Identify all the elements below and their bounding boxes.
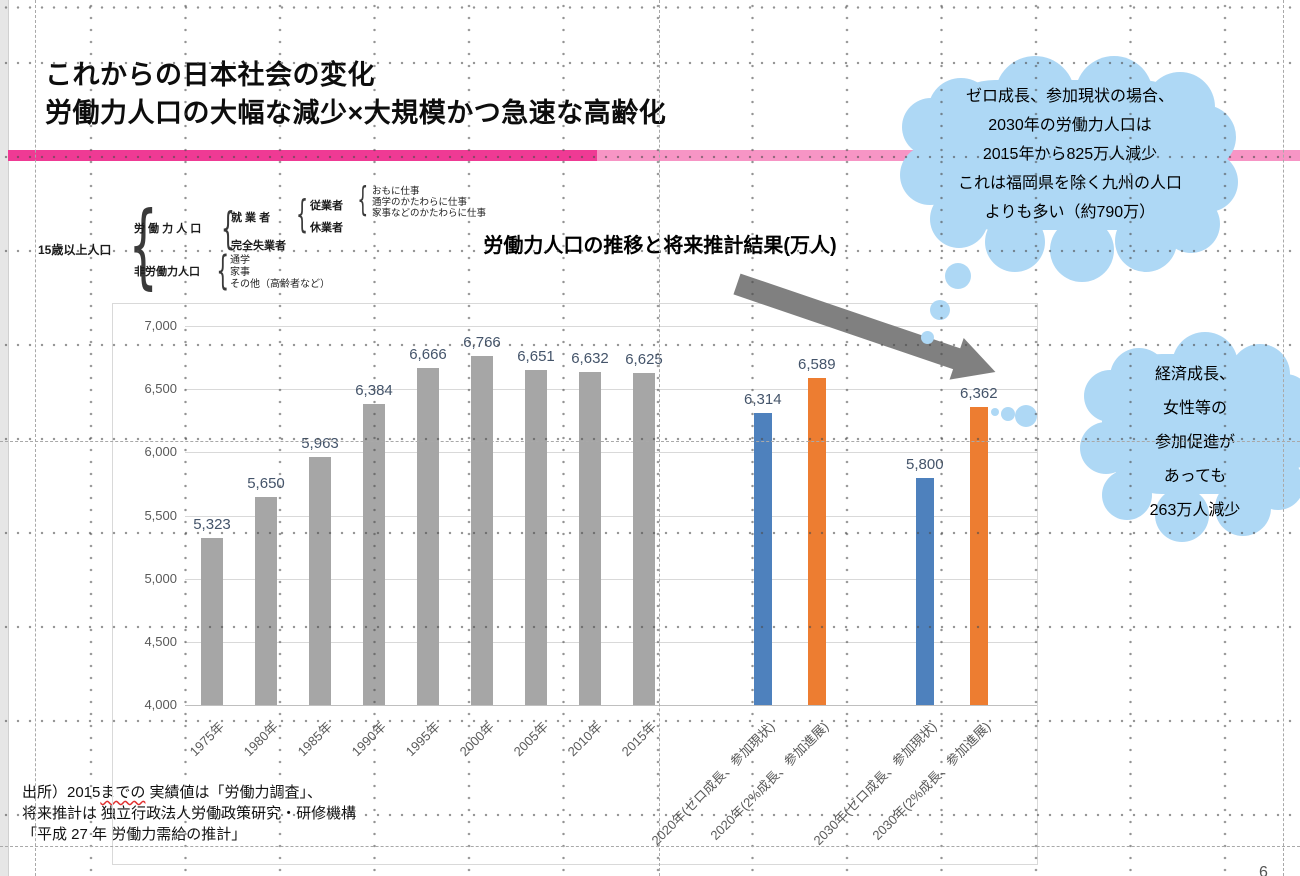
chart-data-label: 6,384	[355, 381, 393, 399]
x-axis-category-label: 2010年	[564, 718, 606, 760]
tree-non-labor-label: 非労働力人口	[134, 266, 200, 278]
tree-root-label: 15歳以上人口	[38, 243, 112, 257]
y-axis-tick-label: 7,000	[144, 318, 177, 333]
cloud-right-text: 経済成長、 女性等の 参加促進が あっても 263万人減少	[1149, 366, 1241, 519]
chart-bar	[633, 373, 655, 705]
chart-bar	[807, 377, 826, 705]
chart-bar	[753, 412, 772, 705]
y-axis-tick-label: 6,000	[144, 444, 177, 460]
x-axis-category-label: 1990年	[348, 718, 390, 760]
chart-bar	[363, 403, 385, 705]
y-axis-tick-label: 5,500	[144, 507, 177, 523]
slide-title-textbox[interactable]: これからの日本社会の変化 労働力人口の大幅な減少×大規模かつ急速な高齢化	[45, 56, 666, 132]
chart-gridline	[185, 389, 1037, 391]
tree-non-labor-brace: {	[216, 248, 230, 294]
cloud-tail-bubble	[921, 331, 934, 344]
y-axis-tick-label: 6,500	[144, 381, 177, 397]
cloud-tail-bubble	[991, 408, 999, 416]
x-axis-category-label: 1980年	[240, 718, 282, 760]
vertical-guide[interactable]	[659, 0, 660, 876]
chart-title: 労働力人口の推移と将来推計結果(万人)	[483, 235, 837, 257]
chart-data-label: 6,589	[798, 355, 836, 373]
accent-bar-dark[interactable]	[8, 150, 597, 161]
powerpoint-grid-dots	[0, 6, 1300, 9]
tree-non-labor-item: その他（高齢者など）	[230, 279, 330, 290]
cloud-tail-bubble	[945, 263, 971, 289]
chart-bar	[417, 368, 439, 705]
horizontal-guide[interactable]	[0, 846, 1300, 847]
tree-labor-force-label: 労 働 力 人 口	[134, 223, 202, 235]
cloud-callout-right[interactable]: 経済成長、 女性等の 参加促進が あっても 263万人減少	[1080, 330, 1300, 545]
tree-worker-brace: {	[357, 180, 369, 220]
x-axis-category-label: 1975年	[186, 718, 228, 760]
chart-data-label: 5,800	[906, 455, 944, 473]
chart-data-label: 5,963	[301, 435, 339, 452]
tree-employed-brace: {	[296, 192, 309, 236]
chart-bar	[309, 457, 331, 705]
chart-data-label: 5,650	[247, 474, 285, 492]
x-axis-category-label: 1995年	[402, 718, 444, 760]
y-axis-tick-label: 4,500	[144, 633, 177, 649]
y-axis-tick-label: 5,000	[144, 570, 177, 586]
source-line1-prefix: 出所）2015	[22, 784, 101, 801]
cloud-tail-bubble	[930, 300, 950, 320]
x-axis-category-label: 2000年	[456, 718, 498, 760]
tree-worker-item: 家事などのかたわらに仕事	[372, 208, 487, 219]
chart-bar	[201, 537, 223, 705]
x-axis-category-label: 2005年	[510, 718, 552, 760]
title-line-2: 労働力人口の大幅な減少×大規模かつ急速な高齢化	[45, 98, 667, 128]
title-line-1: これからの日本社会の変化	[45, 60, 375, 90]
horizontal-guide[interactable]	[0, 441, 1300, 442]
vertical-guide[interactable]	[1283, 0, 1284, 876]
chart-bar	[525, 370, 547, 705]
chart-object[interactable]: 7,000 6,500 6,000 5,500 5,000 4,500 4,000 5,323…	[112, 303, 1038, 865]
chart-gridline	[185, 452, 1037, 454]
vertical-guide[interactable]	[35, 0, 36, 876]
chart-bar	[579, 372, 601, 705]
x-axis-category-label: 1985年	[294, 718, 336, 760]
window-edge-strip	[0, 0, 9, 876]
chart-gridline	[185, 326, 1037, 327]
y-axis-tick-label: 4,000	[144, 697, 177, 712]
chart-bar	[255, 496, 277, 705]
x-axis-category-label: 2015年	[618, 718, 660, 760]
chart-bar	[915, 477, 934, 705]
cloud-tail-bubble	[1015, 405, 1037, 427]
cloud-callout-top[interactable]: ゼロ成長、参加現状の場合、 2030年の労働力人口は 2015年から825万人減…	[900, 50, 1240, 282]
page-number: 6	[1259, 864, 1268, 876]
chart-bar	[471, 355, 493, 705]
tree-on-leave-label: 休業者	[310, 222, 343, 234]
tree-employed-label: 就 業 者	[231, 212, 271, 224]
chart-bar	[969, 406, 988, 705]
chart-data-label: 6,625	[625, 351, 663, 369]
tree-worker-label: 従業者	[310, 200, 343, 212]
cloud-top-text: ゼロ成長、参加現状の場合、 2030年の労働力人口は 2015年から825万人減…	[957, 88, 1182, 221]
cloud-tail-bubble	[1001, 407, 1015, 421]
chart-data-label: 5,323	[193, 515, 231, 533]
chart-data-label: 6,314	[744, 390, 782, 408]
chart-gridline	[185, 705, 1037, 706]
